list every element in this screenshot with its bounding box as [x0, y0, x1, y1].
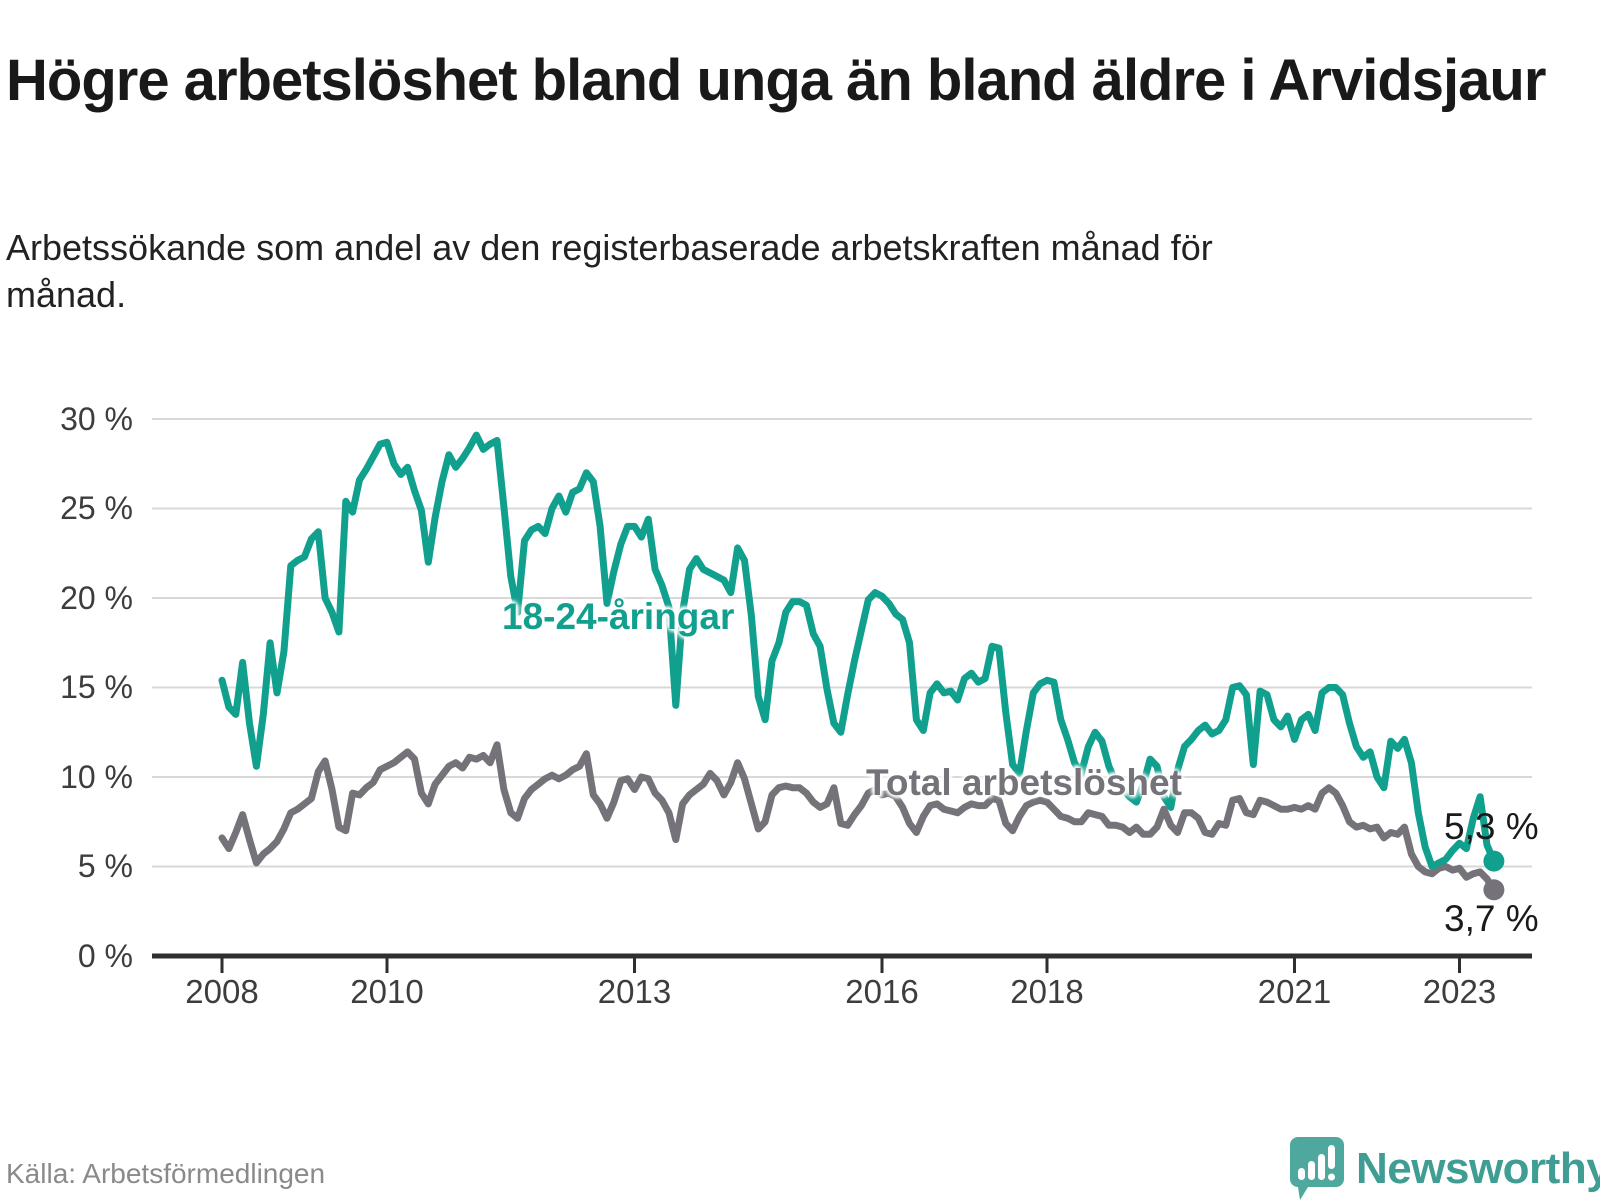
- x-tick-label-2008: 2008: [185, 973, 259, 1010]
- y-tick-label-15: 15 %: [60, 669, 133, 705]
- newsworthy-logo-icon: [1290, 1137, 1344, 1200]
- total-end-value-label: 3,7 %: [1444, 898, 1539, 939]
- chart-subtitle: Arbetssökande som andel av den registerb…: [6, 227, 1213, 315]
- source-note: Källa: Arbetsförmedlingen: [6, 1158, 326, 1189]
- y-tick-label-25: 25 %: [60, 490, 133, 526]
- y-tick-label-10: 10 %: [60, 759, 133, 795]
- youth-end-value-label: 5,3 %: [1444, 806, 1539, 847]
- total-series-end-dot: [1483, 879, 1505, 901]
- x-tick-label-2018: 2018: [1010, 973, 1084, 1010]
- total-series-label: Total arbetslöshet: [866, 762, 1182, 803]
- youth-series-line: [218, 431, 1498, 870]
- youth-series-label: 18-24-åringar: [502, 596, 735, 637]
- x-tick-label-2013: 2013: [597, 973, 672, 1010]
- page-title: Högre arbetslöshet bland unga än bland ä…: [6, 47, 1546, 113]
- y-tick-label-5: 5 %: [77, 848, 133, 884]
- x-tick-label-2021: 2021: [1257, 973, 1332, 1010]
- y-tick-label-30: 30 %: [60, 401, 133, 437]
- x-tick-label-2016: 2016: [845, 973, 919, 1010]
- y-tick-label-20: 20 %: [60, 580, 133, 616]
- newsworthy-brand: Newsworthy: [1288, 1134, 1600, 1204]
- x-tick-label-2023: 2023: [1422, 973, 1497, 1010]
- y-tick-label-0: 0 %: [77, 938, 133, 974]
- total-series-line: [218, 741, 1498, 894]
- newsworthy-brand-name: Newsworthy: [1356, 1144, 1600, 1193]
- youth-series-end-dot: [1483, 850, 1505, 872]
- x-tick-label-2010: 2010: [350, 973, 424, 1010]
